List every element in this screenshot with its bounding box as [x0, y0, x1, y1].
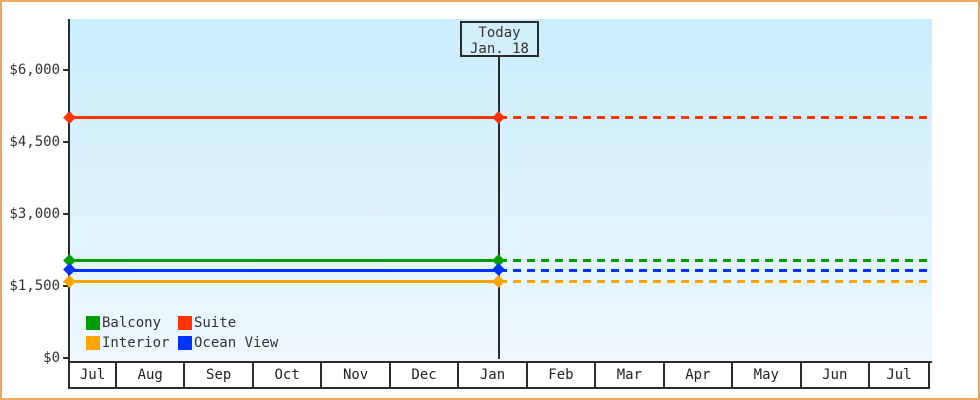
month-cell-5: Dec [391, 363, 460, 387]
legend: Balcony Suite Interior Ocean View [86, 313, 278, 353]
legend-label: Interior [102, 335, 170, 351]
legend-item-suite: Suite [178, 313, 278, 333]
month-cell-10: May [733, 363, 802, 387]
legend-swatch-icon [178, 316, 192, 330]
series-today-marker [492, 110, 505, 124]
series-start-marker [63, 110, 76, 124]
month-cell-2: Sep [185, 363, 254, 387]
series-line-solid-balcony [70, 259, 499, 263]
y-axis-tick-label: $1,500 [9, 278, 60, 294]
month-cell-11: Jun [802, 363, 870, 387]
month-cell-6: Jan [459, 363, 528, 387]
legend-label: Balcony [102, 315, 162, 331]
today-annotation-line1: Today [478, 25, 521, 41]
month-cell-9: Apr [665, 363, 734, 387]
series-line-dotted-balcony [499, 259, 928, 263]
chart-layer: Today Jan. 18 Balcony Suite Interior Ocean … [9, 19, 928, 366]
today-annotation-box: Today Jan. 18 [460, 21, 539, 57]
legend-item-balcony: Balcony [86, 313, 178, 333]
month-cell-3: Oct [254, 363, 323, 387]
y-axis-tick-label: $4,500 [9, 134, 60, 150]
series-line-solid-interior [70, 280, 499, 284]
y-axis-tick [63, 141, 70, 143]
legend-swatch-icon [86, 336, 100, 350]
legend-label: Ocean View [194, 335, 279, 351]
series-line-solid-ocean-view [70, 268, 499, 272]
legend-item-interior: Interior [86, 333, 178, 353]
x-axis-month-row: Jul Aug Sep Oct Nov Dec Jan Feb Mar Apr May Jun Jul [68, 361, 930, 389]
legend-swatch-icon [86, 316, 100, 330]
series-line-dotted-suite [499, 116, 928, 120]
y-axis-tick [63, 213, 70, 215]
y-axis-tick-label: $3,000 [9, 206, 60, 222]
series-line-dotted-ocean-view [499, 268, 928, 272]
legend-swatch-icon [178, 336, 192, 350]
month-cell-4: Nov [322, 363, 391, 387]
y-axis-tick-label: $6,000 [9, 62, 60, 78]
series-line-solid-suite [70, 116, 499, 120]
plot-area [68, 19, 932, 363]
legend-label: Suite [194, 315, 237, 331]
series-line-dotted-interior [499, 280, 928, 284]
month-cell-7: Feb [528, 363, 597, 387]
series-today-marker [492, 274, 505, 288]
legend-item-ocean-view: Ocean View [178, 333, 278, 353]
month-cell-1: Aug [117, 363, 186, 387]
month-cell-8: Mar [596, 363, 665, 387]
today-vertical-line [498, 57, 500, 359]
today-annotation-line2: Jan. 18 [469, 41, 529, 57]
y-axis-tick-label: $0 [43, 350, 60, 366]
month-cell-12: Jul [886, 367, 912, 383]
month-cell-0: Jul [70, 363, 117, 387]
y-axis-tick [63, 357, 70, 359]
y-axis-tick [63, 69, 70, 71]
y-axis-tick [63, 285, 70, 287]
